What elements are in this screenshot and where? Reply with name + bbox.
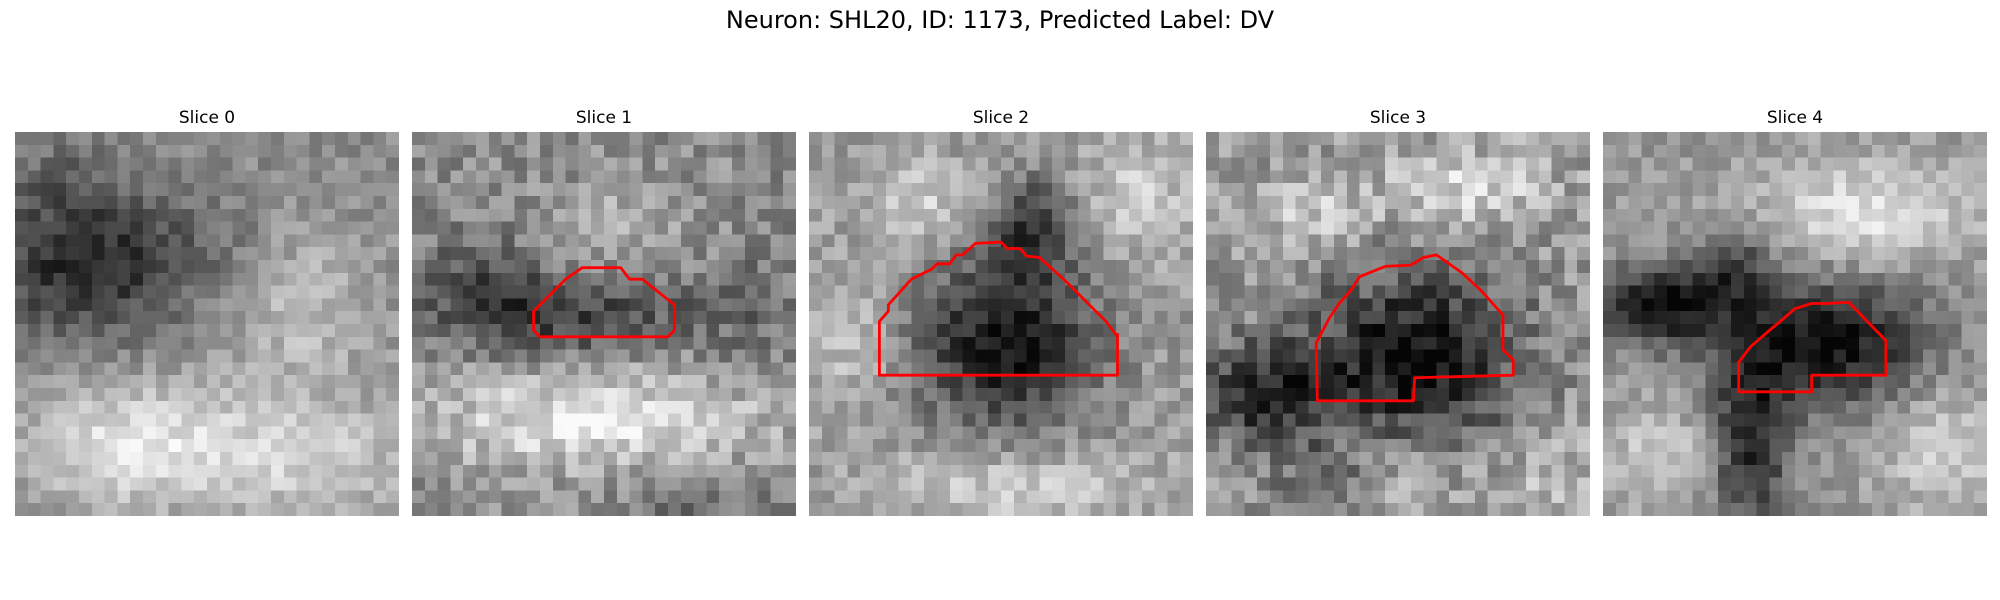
grayscale-pixels bbox=[1603, 132, 1987, 516]
slice-image-1 bbox=[412, 132, 796, 516]
slice-title-0: Slice 0 bbox=[178, 108, 236, 128]
roi-contour bbox=[1314, 253, 1515, 403]
slice-image-4 bbox=[1603, 132, 1987, 516]
slice-image-0 bbox=[15, 132, 399, 516]
slice-panel-3: Slice 3 bbox=[1206, 106, 1590, 516]
roi-contour bbox=[1737, 300, 1888, 394]
slice-panel-1: Slice 1 bbox=[412, 106, 796, 516]
grayscale-pixels bbox=[15, 132, 399, 516]
grayscale-pixels bbox=[809, 132, 1193, 516]
grayscale-pixels bbox=[1206, 132, 1590, 516]
slice-title-3: Slice 3 bbox=[1369, 108, 1427, 128]
roi-contour bbox=[877, 240, 1119, 377]
slice-image-2 bbox=[809, 132, 1193, 516]
slice-title-1: Slice 1 bbox=[575, 108, 633, 128]
slice-panel-0: Slice 0 bbox=[15, 106, 399, 516]
slice-image-3 bbox=[1206, 132, 1590, 516]
slice-panel-4: Slice 4 bbox=[1603, 106, 1987, 516]
slice-title-4: Slice 4 bbox=[1766, 108, 1824, 128]
roi-contour bbox=[532, 266, 676, 339]
slice-title-2: Slice 2 bbox=[972, 108, 1030, 128]
grayscale-pixels bbox=[412, 132, 796, 516]
slice-panel-2: Slice 2 bbox=[809, 106, 1193, 516]
figure-title: Neuron: SHL20, ID: 1173, Predicted Label… bbox=[725, 6, 1275, 34]
